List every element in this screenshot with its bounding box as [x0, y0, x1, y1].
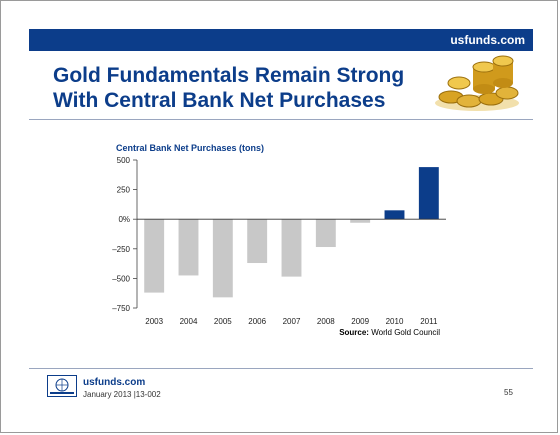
- x-tick-label: 2011: [420, 317, 438, 326]
- chart-title: Central Bank Net Purchases (tons): [116, 143, 265, 153]
- slide-title: Gold Fundamentals Remain Strong With Cen…: [53, 63, 433, 113]
- bar-2003: [144, 219, 165, 293]
- top-band: usfunds.com: [29, 29, 533, 51]
- source-label: Source:: [339, 328, 369, 337]
- bar-2009: [350, 219, 371, 223]
- bar-chart: 500 250 0% –250 –500 –750 2003 2004 2005 2006 2007…: [112, 156, 446, 326]
- y-tick-label: 0%: [118, 215, 130, 224]
- title-divider: [29, 119, 533, 120]
- x-tick-label: 2005: [214, 317, 232, 326]
- x-tick-label: 2010: [386, 317, 404, 326]
- title-line-1: Gold Fundamentals Remain Strong: [53, 64, 405, 87]
- us-global-logo-icon: [47, 375, 77, 397]
- y-tick-label: –250: [112, 245, 130, 254]
- bar-2010: [384, 210, 405, 220]
- bar-2008: [315, 219, 336, 248]
- bar-2011: [418, 167, 439, 220]
- source-note: Source: World Gold Council: [339, 328, 440, 337]
- x-tick-label: 2008: [317, 317, 335, 326]
- source-text: World Gold Council: [371, 328, 440, 337]
- page-number: 55: [504, 388, 513, 397]
- x-tick-label: 2006: [248, 317, 266, 326]
- x-tick-label: 2007: [283, 317, 301, 326]
- y-tick-label: 500: [117, 156, 131, 165]
- gold-coins-icon: [435, 55, 519, 111]
- bar-2006: [247, 219, 268, 264]
- x-tick-label: 2009: [351, 317, 369, 326]
- x-tick-label: 2003: [145, 317, 163, 326]
- y-tick-label: 250: [117, 186, 131, 195]
- y-tick-label: –500: [112, 274, 130, 283]
- bar-2005: [212, 219, 233, 298]
- title-line-2: With Central Bank Net Purchases: [53, 89, 386, 112]
- footer-date: January 2013 |13-002: [83, 390, 161, 399]
- y-tick-label: –750: [112, 304, 130, 313]
- header-site-link[interactable]: usfunds.com: [450, 33, 525, 47]
- footer-site-link[interactable]: usfunds.com: [83, 377, 146, 388]
- x-tick-label: 2004: [180, 317, 198, 326]
- bar-2004: [178, 219, 199, 276]
- footer-divider: [29, 368, 533, 369]
- bar-2007: [281, 219, 302, 277]
